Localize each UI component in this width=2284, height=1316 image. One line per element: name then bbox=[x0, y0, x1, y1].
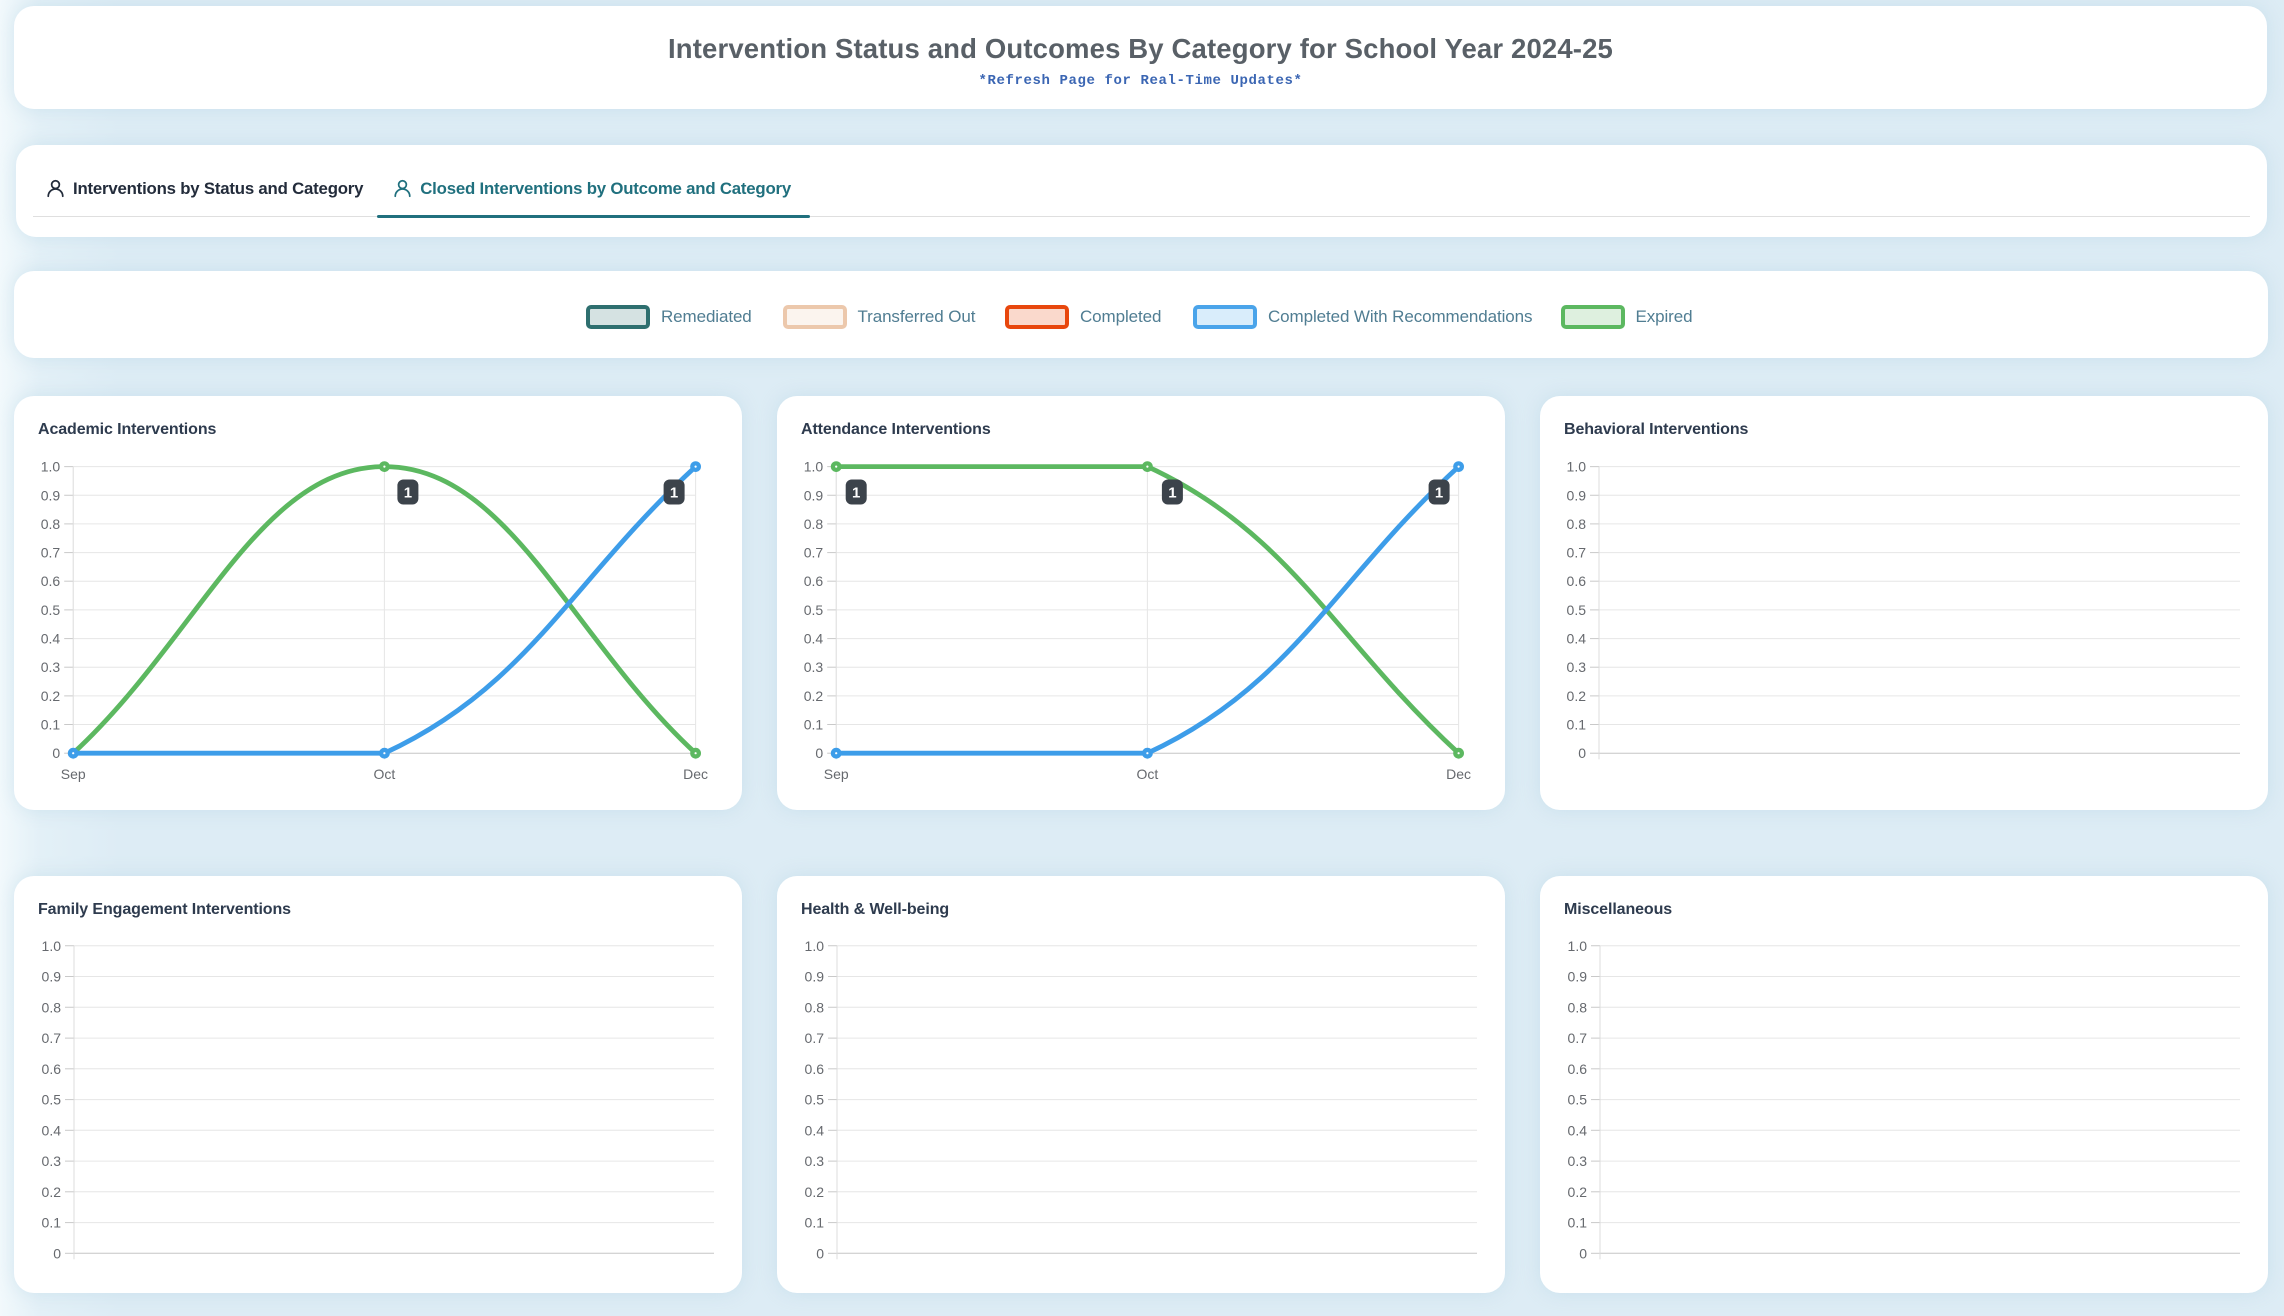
svg-text:1: 1 bbox=[1168, 484, 1176, 501]
svg-text:1.0: 1.0 bbox=[1568, 938, 1588, 954]
svg-text:0.8: 0.8 bbox=[1567, 516, 1587, 532]
svg-text:0.3: 0.3 bbox=[1568, 1153, 1588, 1169]
svg-text:1: 1 bbox=[670, 484, 678, 501]
svg-text:1.0: 1.0 bbox=[805, 938, 825, 954]
svg-text:0.6: 0.6 bbox=[1568, 1061, 1588, 1077]
svg-text:0.1: 0.1 bbox=[42, 1215, 62, 1231]
svg-text:0.9: 0.9 bbox=[805, 969, 825, 985]
svg-text:0.1: 0.1 bbox=[805, 1215, 825, 1231]
svg-text:0.8: 0.8 bbox=[805, 999, 825, 1015]
svg-text:0.5: 0.5 bbox=[41, 602, 61, 618]
svg-text:0.3: 0.3 bbox=[804, 659, 824, 675]
svg-text:Sep: Sep bbox=[61, 766, 86, 782]
svg-text:0.5: 0.5 bbox=[804, 602, 824, 618]
svg-text:0.8: 0.8 bbox=[42, 999, 62, 1015]
svg-text:Dec: Dec bbox=[683, 766, 708, 782]
svg-text:0.1: 0.1 bbox=[1568, 1215, 1588, 1231]
svg-text:0.6: 0.6 bbox=[805, 1061, 825, 1077]
svg-text:0: 0 bbox=[1578, 745, 1586, 761]
svg-text:1.0: 1.0 bbox=[42, 938, 62, 954]
svg-text:Oct: Oct bbox=[374, 766, 396, 782]
svg-text:0.7: 0.7 bbox=[1568, 1030, 1588, 1046]
svg-text:0.7: 0.7 bbox=[805, 1030, 825, 1046]
svg-text:0.9: 0.9 bbox=[42, 969, 62, 985]
svg-text:0.2: 0.2 bbox=[1567, 688, 1587, 704]
svg-text:1: 1 bbox=[1435, 484, 1443, 501]
svg-text:0.1: 0.1 bbox=[41, 717, 61, 733]
svg-text:0.2: 0.2 bbox=[1568, 1184, 1588, 1200]
svg-text:0.8: 0.8 bbox=[41, 516, 61, 532]
svg-text:0.3: 0.3 bbox=[1567, 659, 1587, 675]
svg-text:0.2: 0.2 bbox=[41, 688, 61, 704]
svg-text:0.2: 0.2 bbox=[42, 1184, 62, 1200]
svg-text:Oct: Oct bbox=[1137, 766, 1159, 782]
svg-text:0.4: 0.4 bbox=[805, 1122, 825, 1138]
svg-text:0.8: 0.8 bbox=[804, 516, 824, 532]
svg-text:0: 0 bbox=[816, 1245, 824, 1261]
svg-text:1: 1 bbox=[852, 484, 860, 501]
svg-text:0.5: 0.5 bbox=[805, 1092, 825, 1108]
svg-text:0: 0 bbox=[1579, 1245, 1587, 1261]
svg-text:Dec: Dec bbox=[1446, 766, 1471, 782]
svg-text:0.6: 0.6 bbox=[41, 573, 61, 589]
svg-text:1: 1 bbox=[404, 484, 412, 501]
svg-text:0.5: 0.5 bbox=[1568, 1092, 1588, 1108]
svg-text:0.9: 0.9 bbox=[1567, 487, 1587, 503]
svg-text:0.3: 0.3 bbox=[41, 659, 61, 675]
svg-text:0.6: 0.6 bbox=[1567, 573, 1587, 589]
svg-text:0.5: 0.5 bbox=[42, 1092, 62, 1108]
svg-text:0.7: 0.7 bbox=[804, 545, 824, 561]
svg-text:0.1: 0.1 bbox=[804, 717, 824, 733]
svg-text:Sep: Sep bbox=[824, 766, 849, 782]
svg-text:0.9: 0.9 bbox=[41, 487, 61, 503]
svg-text:0.7: 0.7 bbox=[42, 1030, 62, 1046]
svg-text:0.9: 0.9 bbox=[1568, 969, 1588, 985]
svg-text:0.2: 0.2 bbox=[804, 688, 824, 704]
svg-text:0.4: 0.4 bbox=[42, 1122, 62, 1138]
svg-text:0.8: 0.8 bbox=[1568, 999, 1588, 1015]
svg-text:0: 0 bbox=[52, 745, 60, 761]
svg-text:0.7: 0.7 bbox=[1567, 545, 1587, 561]
svg-text:0: 0 bbox=[815, 745, 823, 761]
svg-text:0.2: 0.2 bbox=[805, 1184, 825, 1200]
svg-text:0.4: 0.4 bbox=[41, 631, 61, 647]
svg-text:0.1: 0.1 bbox=[1567, 717, 1587, 733]
svg-text:0.3: 0.3 bbox=[42, 1153, 62, 1169]
svg-text:1.0: 1.0 bbox=[1567, 459, 1587, 475]
svg-text:0.7: 0.7 bbox=[41, 545, 61, 561]
svg-text:0: 0 bbox=[53, 1245, 61, 1261]
svg-text:0.6: 0.6 bbox=[42, 1061, 62, 1077]
svg-text:0.6: 0.6 bbox=[804, 573, 824, 589]
svg-text:0.4: 0.4 bbox=[1568, 1122, 1588, 1138]
svg-text:0.4: 0.4 bbox=[1567, 631, 1587, 647]
svg-text:0.4: 0.4 bbox=[804, 631, 824, 647]
svg-text:0.3: 0.3 bbox=[805, 1153, 825, 1169]
svg-text:0.9: 0.9 bbox=[804, 487, 824, 503]
svg-text:1.0: 1.0 bbox=[41, 459, 61, 475]
svg-text:1.0: 1.0 bbox=[804, 459, 824, 475]
svg-text:0.5: 0.5 bbox=[1567, 602, 1587, 618]
